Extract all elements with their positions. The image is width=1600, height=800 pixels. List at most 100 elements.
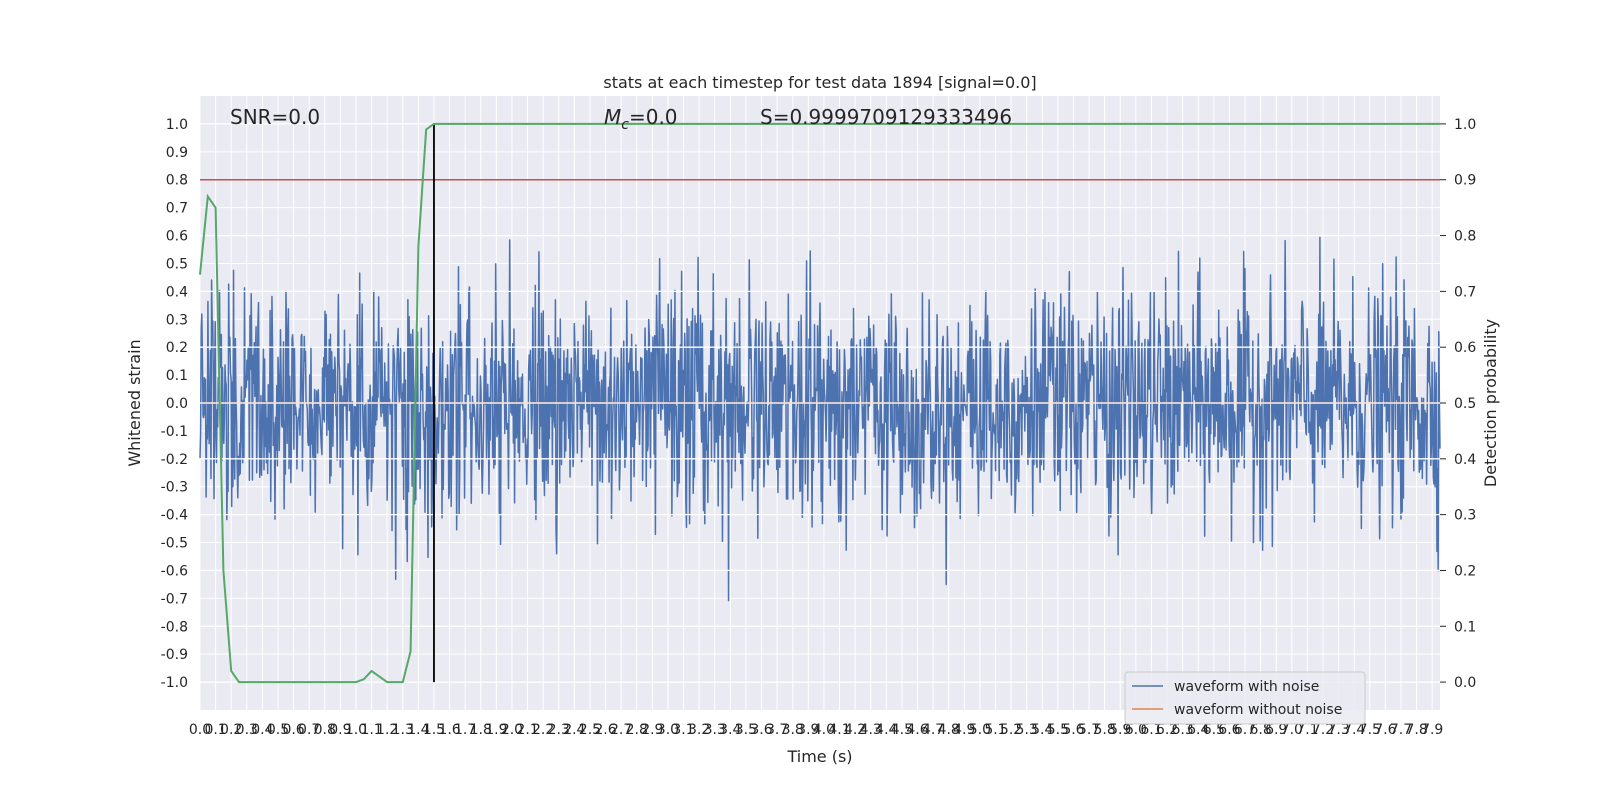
x-tick-label: 7.5 <box>1359 722 1381 738</box>
x-tick-label: 2.4 <box>563 722 585 738</box>
x-tick-label: 1.9 <box>485 722 507 738</box>
x-tick-label: 4.1 <box>828 722 850 738</box>
x-tick-label: 4.0 <box>813 722 835 738</box>
y-tick-label-right: 0.8 <box>1454 229 1476 245</box>
x-tick-label: 0.6 <box>282 722 304 738</box>
x-tick-label: 0.8 <box>314 722 336 738</box>
chart-title: stats at each timestep for test data 189… <box>603 73 1036 92</box>
x-tick-label: 6.1 <box>1140 722 1162 738</box>
y-tick-label-left: 0.9 <box>166 145 188 161</box>
x-tick-label: 4.4 <box>875 722 897 738</box>
legend-label-clean: waveform without noise <box>1174 702 1342 718</box>
score-annotation: S=0.9999709129333496 <box>760 105 1012 129</box>
x-tick-label: 1.5 <box>423 722 445 738</box>
x-tick-label: 2.9 <box>641 722 663 738</box>
y-axis-label-right: Detection probability <box>1481 319 1500 487</box>
x-tick-label: 4.3 <box>860 722 882 738</box>
x-tick-label: 5.6 <box>1062 722 1084 738</box>
y-tick-label-left: -0.5 <box>161 536 188 552</box>
x-tick-label: 3.6 <box>750 722 772 738</box>
x-tick-label: 7.0 <box>1281 722 1303 738</box>
x-tick-label: 1.2 <box>376 722 398 738</box>
x-tick-label: 2.1 <box>516 722 538 738</box>
y-axis-label-left: Whitened strain <box>125 339 144 466</box>
x-tick-label: 2.6 <box>594 722 616 738</box>
x-tick-label: 0.4 <box>251 722 273 738</box>
legend-box <box>1124 671 1366 725</box>
series-detection-probability <box>199 122 1440 684</box>
y-tick-label-left: -0.1 <box>161 424 188 440</box>
y-tick-label-left: -0.8 <box>161 619 188 635</box>
x-tick-label: 7.7 <box>1390 722 1412 738</box>
y-tick-label-left: 0.0 <box>166 396 188 412</box>
y-tick-label-left: 0.6 <box>166 229 188 245</box>
y-tick-label-left: 0.2 <box>166 340 188 356</box>
y-tick-label-left: 0.3 <box>166 312 188 328</box>
x-tick-label: 0.7 <box>298 722 320 738</box>
x-tick-label: 0.5 <box>267 722 289 738</box>
y-tick-label-right: 1.0 <box>1454 117 1476 133</box>
x-tick-label: 4.6 <box>906 722 928 738</box>
y-tick-label-left: 0.7 <box>166 201 188 217</box>
x-tick-label: 4.2 <box>844 722 866 738</box>
y-tick-label-right: 0.2 <box>1454 563 1476 579</box>
x-tick-label: 3.1 <box>672 722 694 738</box>
y-tick-label-left: -0.3 <box>161 480 188 496</box>
x-tick-label: 3.8 <box>782 722 804 738</box>
y-tick-label-left: 0.8 <box>166 173 188 189</box>
x-tick-label: 6.8 <box>1249 722 1271 738</box>
y-tick-label-right: 0.7 <box>1454 284 1476 300</box>
x-tick-label: 1.1 <box>360 722 382 738</box>
x-tick-label: 4.5 <box>891 722 913 738</box>
x-tick-label: 6.9 <box>1265 722 1287 738</box>
ticks-layer: 0.00.10.20.30.40.50.60.70.80.91.01.11.21… <box>161 117 1477 738</box>
y-tick-label-left: -0.6 <box>161 563 188 579</box>
x-tick-label: 5.9 <box>1109 722 1131 738</box>
x-tick-label: 4.9 <box>953 722 975 738</box>
y-tick-label-right: 0.5 <box>1454 396 1476 412</box>
y-tick-label-left: 0.5 <box>166 256 188 272</box>
x-tick-label: 2.3 <box>548 722 570 738</box>
x-tick-label: 4.7 <box>922 722 944 738</box>
x-tick-label: 7.9 <box>1421 722 1443 738</box>
x-axis-label: Time (s) <box>786 747 852 766</box>
x-tick-label: 3.3 <box>704 722 726 738</box>
x-tick-label: 7.1 <box>1296 722 1318 738</box>
y-tick-label-left: 1.0 <box>166 117 188 133</box>
x-tick-label: 2.8 <box>626 722 648 738</box>
y-tick-label-right: 0.1 <box>1454 619 1476 635</box>
x-tick-label: 2.0 <box>501 722 523 738</box>
chirp-mass-symbol: M <box>604 105 621 129</box>
x-tick-label: 3.2 <box>688 722 710 738</box>
y-tick-label-right: 0.4 <box>1454 452 1476 468</box>
chirp-mass-annotation: Mc=0.0 <box>604 105 678 133</box>
x-tick-label: 5.2 <box>1000 722 1022 738</box>
x-tick-label: 2.5 <box>579 722 601 738</box>
x-tick-label: 0.9 <box>329 722 351 738</box>
x-tick-label: 7.3 <box>1327 722 1349 738</box>
x-tick-label: 1.3 <box>392 722 414 738</box>
x-tick-label: 5.7 <box>1078 722 1100 738</box>
y-gridlines-right <box>200 123 1440 683</box>
chirp-mass-subscript: c <box>621 117 629 133</box>
x-tick-label: 1.8 <box>470 722 492 738</box>
x-tick-label: 1.0 <box>345 722 367 738</box>
x-tick-label: 4.8 <box>938 722 960 738</box>
x-tick-label: 5.5 <box>1047 722 1069 738</box>
x-tick-label: 5.3 <box>1016 722 1038 738</box>
y-tick-label-right: 0.0 <box>1454 675 1476 691</box>
x-tick-label: 1.6 <box>438 722 460 738</box>
x-tick-label: 6.5 <box>1203 722 1225 738</box>
y-tick-label-right: 0.3 <box>1454 508 1476 524</box>
x-tick-label: 7.8 <box>1405 722 1427 738</box>
x-tick-label: 6.3 <box>1172 722 1194 738</box>
y-tick-label-left: -0.4 <box>161 508 188 524</box>
x-tick-label: 1.4 <box>407 722 429 738</box>
x-tick-label: 6.6 <box>1218 722 1240 738</box>
chirp-mass-value: =0.0 <box>629 105 678 129</box>
x-tick-label: 5.4 <box>1031 722 1053 738</box>
x-tick-label: 5.8 <box>1094 722 1116 738</box>
x-tick-label: 5.0 <box>969 722 991 738</box>
y-tick-label-right: 0.9 <box>1454 173 1476 189</box>
